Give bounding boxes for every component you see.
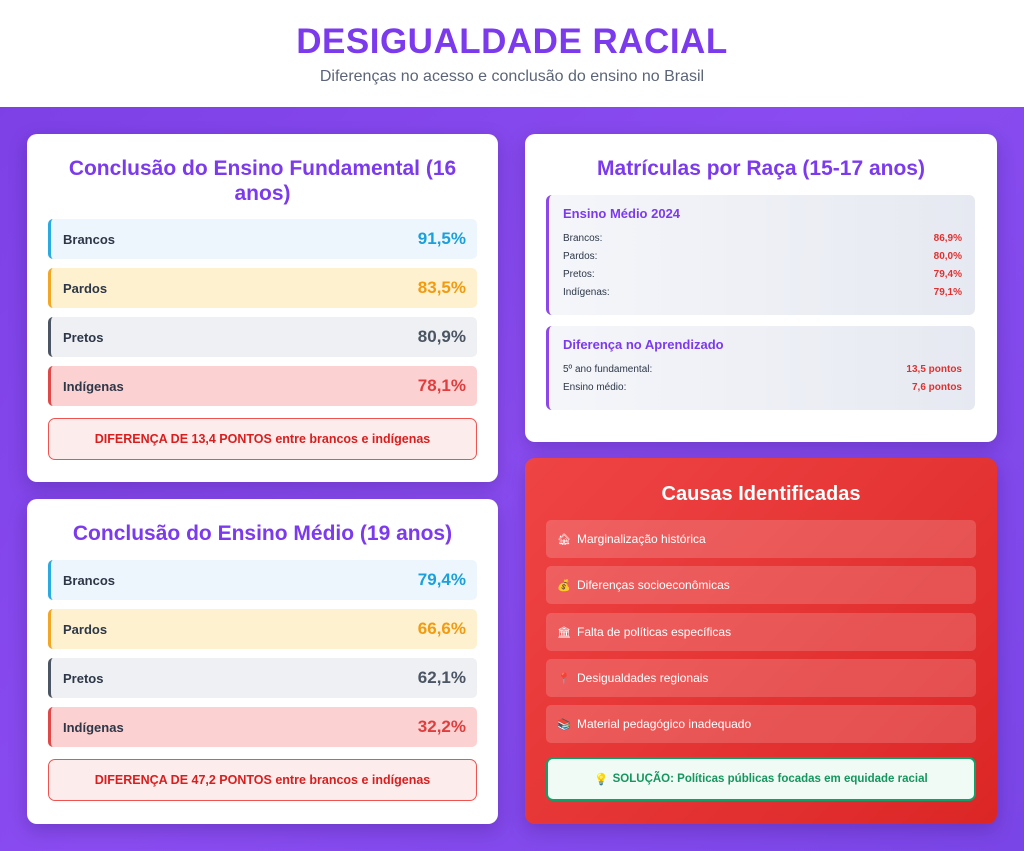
medio-card: Conclusão do Ensino Médio (19 anos) Bran… xyxy=(27,499,498,824)
medio-row-pardos: Pardos 66,6% xyxy=(48,609,477,649)
learning-gap-line: Ensino médio: 7,6 pontos xyxy=(563,378,962,396)
line-value: 80,0% xyxy=(933,250,962,262)
line-label: Pretos: xyxy=(563,268,595,280)
learning-gap-line: 5º ano fundamental: 13,5 pontos xyxy=(563,360,962,378)
row-label: Indígenas xyxy=(63,378,124,394)
aprendizado-panel: Diferença no Aprendizado 5º ano fundamen… xyxy=(546,326,975,410)
line-value: 79,1% xyxy=(933,286,962,298)
cause-item-material: 📚 Material pedagógico inadequado xyxy=(546,705,976,743)
matriculas-title: Matrículas por Raça (15-17 anos) xyxy=(597,157,925,180)
cause-item-regionais: 📍 Desigualdades regionais xyxy=(546,659,976,697)
fundamental-card: Conclusão do Ensino Fundamental (16 anos… xyxy=(27,134,498,482)
medio-title: Conclusão do Ensino Médio (19 anos) xyxy=(72,522,453,545)
page-title: DESIGUALDADE RACIAL xyxy=(296,22,728,61)
ensino-medio-2024-panel: Ensino Médio 2024 Brancos: 86,9% Pardos:… xyxy=(546,195,975,315)
cause-label: Diferenças socioeconômicas xyxy=(577,578,730,592)
fundamental-row-pardos: Pardos 83,5% xyxy=(48,268,477,308)
row-value: 66,6% xyxy=(417,619,466,638)
map-pin-icon: 📍 xyxy=(557,672,571,685)
row-label: Pretos xyxy=(63,329,104,345)
row-label: Pretos xyxy=(63,670,104,686)
lightbulb-icon: 💡 xyxy=(594,774,609,786)
cause-label: Material pedagógico inadequado xyxy=(577,717,752,731)
fundamental-row-brancos: Brancos 91,5% xyxy=(48,219,477,259)
page-header: DESIGUALDADE RACIAL Diferenças no acesso… xyxy=(0,0,1024,107)
cause-item-marginalizacao: 🏚 Marginalização histórica xyxy=(546,520,976,558)
cause-item-politicas: 🏛 Falta de políticas específicas xyxy=(546,613,976,651)
panel-heading: Diferença no Aprendizado xyxy=(563,337,724,352)
medio-row-indigenas: Indígenas 32,2% xyxy=(48,707,477,747)
money-bag-icon: 💰 xyxy=(557,579,571,592)
fundamental-row-indigenas: Indígenas 78,1% xyxy=(48,366,477,406)
line-value: 79,4% xyxy=(933,268,962,280)
house-icon: 🏚 xyxy=(557,533,571,546)
fundamental-title: Conclusão do Ensino Fundamental (16 anos… xyxy=(68,157,457,205)
row-value: 62,1% xyxy=(417,668,466,687)
row-label: Brancos xyxy=(63,572,116,588)
enrollment-line: Pardos: 80,0% xyxy=(563,247,962,265)
line-value: 86,9% xyxy=(933,232,962,244)
panel-heading: Ensino Médio 2024 xyxy=(563,206,681,221)
row-value: 91,5% xyxy=(417,229,466,248)
row-value: 78,1% xyxy=(417,376,466,395)
solution-label: SOLUÇÃO: Políticas públicas focadas em e… xyxy=(612,773,928,785)
row-value: 32,2% xyxy=(417,717,466,736)
books-icon: 📚 xyxy=(557,718,571,731)
enrollment-line: Brancos: 86,9% xyxy=(563,229,962,247)
matriculas-card: Matrículas por Raça (15-17 anos) Ensino … xyxy=(525,134,997,442)
enrollment-line: Indígenas: 79,1% xyxy=(563,283,962,301)
government-building-icon: 🏛 xyxy=(557,626,571,639)
medio-row-brancos: Brancos 79,4% xyxy=(48,560,477,600)
row-value: 79,4% xyxy=(417,570,466,589)
page-subtitle: Diferenças no acesso e conclusão do ensi… xyxy=(319,68,705,85)
medio-row-pretos: Pretos 62,1% xyxy=(48,658,477,698)
enrollment-line: Pretos: 79,4% xyxy=(563,265,962,283)
cause-item-socioeconomicas: 💰 Diferenças socioeconômicas xyxy=(546,566,976,604)
line-label: Indígenas: xyxy=(563,286,610,298)
cause-label: Falta de políticas específicas xyxy=(577,625,732,639)
row-label: Indígenas xyxy=(63,719,124,735)
cause-label: Marginalização histórica xyxy=(577,532,706,546)
fundamental-row-pretos: Pretos 80,9% xyxy=(48,317,477,357)
line-label: 5º ano fundamental: xyxy=(563,363,653,375)
row-label: Brancos xyxy=(63,231,116,247)
line-label: Pardos: xyxy=(563,250,598,262)
line-label: Ensino médio: xyxy=(563,381,627,393)
causes-title: Causas Identificadas xyxy=(661,483,861,505)
medio-difference: DIFERENÇA DE 47,2 PONTOS entre brancos e… xyxy=(48,759,477,801)
row-label: Pardos xyxy=(63,621,108,637)
causes-card: Causas Identificadas 🏚 Marginalização hi… xyxy=(525,458,997,824)
line-value: 13,5 pontos xyxy=(906,363,962,375)
solution-box: 💡 SOLUÇÃO: Políticas públicas focadas em… xyxy=(546,757,976,801)
line-value: 7,6 pontos xyxy=(911,381,962,393)
row-value: 80,9% xyxy=(417,327,466,346)
line-label: Brancos: xyxy=(563,232,603,244)
fundamental-difference: DIFERENÇA DE 13,4 PONTOS entre brancos e… xyxy=(48,418,477,460)
cause-label: Desigualdades regionais xyxy=(577,671,709,685)
row-label: Pardos xyxy=(63,280,108,296)
row-value: 83,5% xyxy=(417,278,466,297)
